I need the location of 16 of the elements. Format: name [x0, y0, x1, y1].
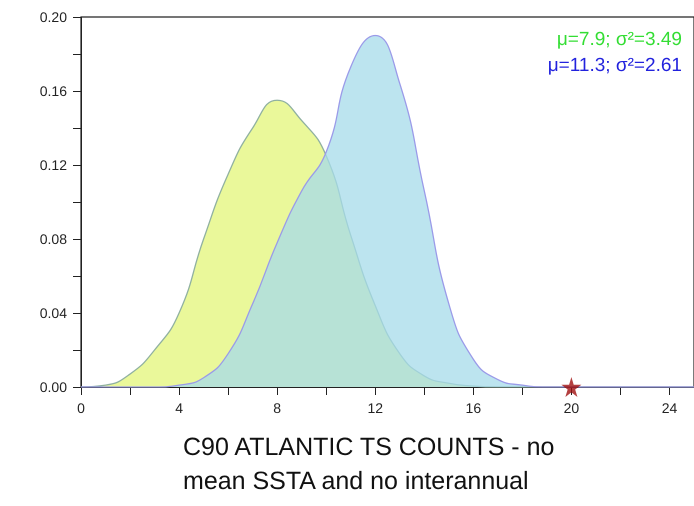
y-tick-label: 0.20 — [40, 9, 68, 25]
x-axis-title: C90 ATLANTIC TS COUNTS - no mean SSTA and no interannual — [183, 433, 562, 495]
x-tick-label: 0 — [77, 400, 86, 416]
annotation: μ=7.9; σ²=3.49 — [556, 29, 682, 50]
y-tick-label: 0.04 — [40, 305, 68, 321]
x-tick-label: 20 — [564, 400, 580, 416]
y-tick-label: 0.12 — [40, 157, 68, 173]
x-tick-label: 24 — [662, 400, 678, 416]
annotation: μ=11.3; σ²=2.61 — [548, 55, 682, 76]
text: 0.00 — [40, 379, 67, 395]
y-tick-label: 0.08 — [40, 231, 68, 247]
x-tick-label: 8 — [273, 400, 282, 416]
y-tick-label: 0.16 — [40, 83, 68, 99]
x-tick-label: 16 — [466, 400, 482, 416]
x-tick-label: 12 — [367, 400, 384, 416]
x-tick-label: 4 — [175, 400, 184, 416]
